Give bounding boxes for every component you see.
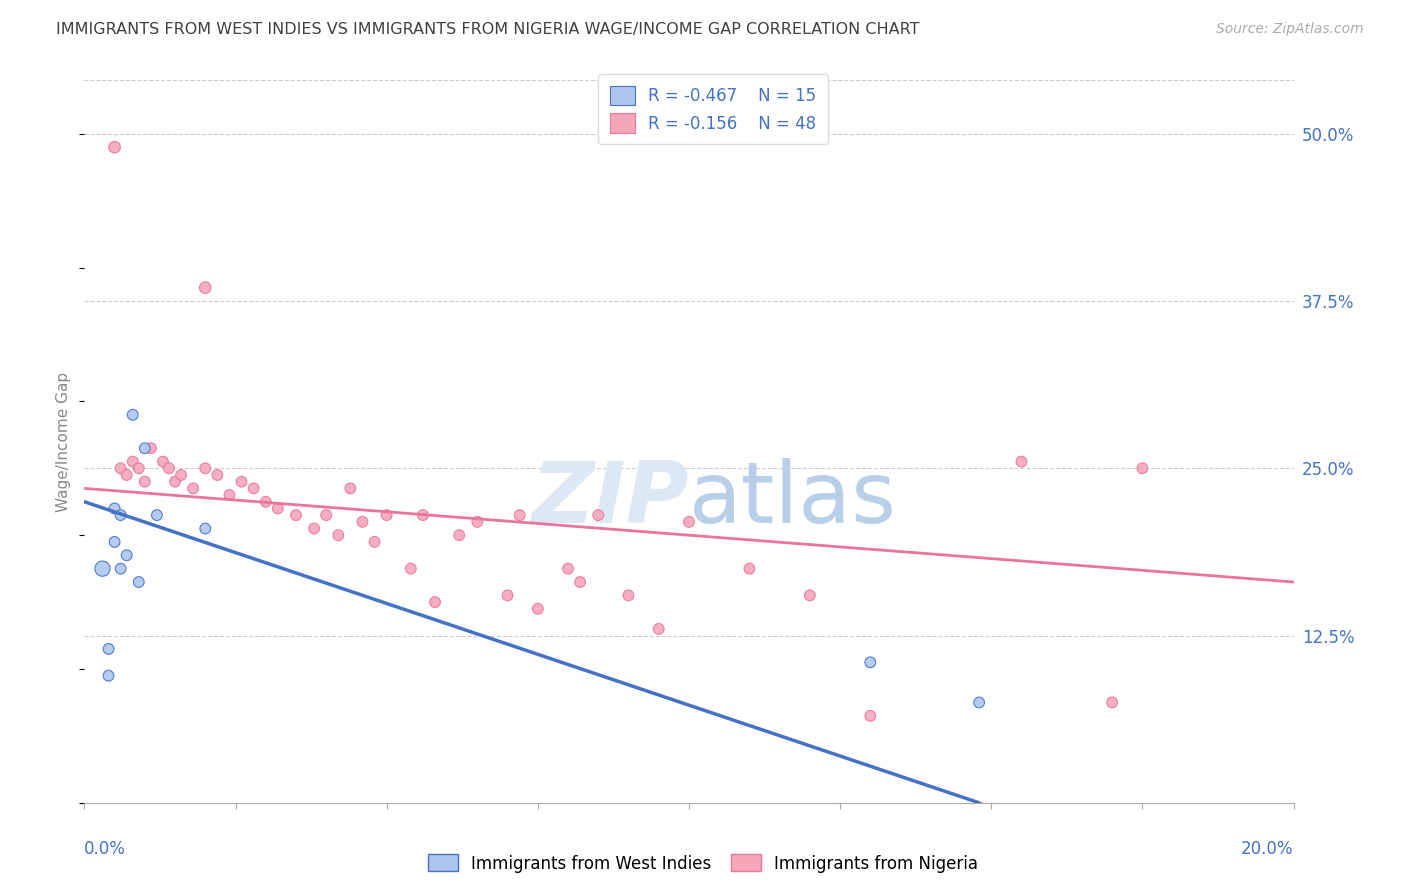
Point bbox=[302, 521, 325, 535]
Point bbox=[181, 482, 204, 496]
Point bbox=[423, 595, 446, 609]
Point bbox=[97, 669, 120, 683]
Point bbox=[799, 589, 821, 603]
Point bbox=[557, 562, 579, 576]
Point bbox=[509, 508, 531, 523]
Point bbox=[267, 501, 290, 516]
Point bbox=[738, 562, 761, 576]
Point bbox=[134, 442, 156, 455]
Point bbox=[363, 534, 385, 549]
Point bbox=[104, 501, 127, 516]
Point bbox=[254, 494, 277, 508]
Point bbox=[194, 461, 217, 475]
Point bbox=[412, 508, 434, 523]
Point bbox=[146, 508, 169, 523]
Point bbox=[110, 508, 132, 523]
Point bbox=[194, 521, 217, 535]
Point bbox=[352, 515, 374, 529]
Point bbox=[678, 515, 700, 529]
Point bbox=[207, 467, 229, 482]
Point bbox=[218, 488, 240, 502]
Text: IMMIGRANTS FROM WEST INDIES VS IMMIGRANTS FROM NIGERIA WAGE/INCOME GAP CORRELATI: IMMIGRANTS FROM WEST INDIES VS IMMIGRANT… bbox=[56, 22, 920, 37]
Point bbox=[97, 642, 120, 657]
Point bbox=[569, 575, 592, 590]
Text: 0.0%: 0.0% bbox=[84, 840, 127, 858]
Point bbox=[165, 475, 187, 489]
Point bbox=[399, 562, 422, 576]
Point bbox=[1130, 461, 1153, 475]
Y-axis label: Wage/Income Gap: Wage/Income Gap bbox=[56, 371, 72, 512]
Point bbox=[194, 281, 217, 295]
Point bbox=[527, 602, 550, 616]
Point bbox=[588, 508, 610, 523]
Point bbox=[648, 622, 671, 636]
Legend: Immigrants from West Indies, Immigrants from Nigeria: Immigrants from West Indies, Immigrants … bbox=[420, 847, 986, 880]
Point bbox=[859, 655, 882, 669]
Point bbox=[859, 708, 882, 723]
Point bbox=[1011, 455, 1033, 469]
Point bbox=[110, 461, 132, 475]
Point bbox=[375, 508, 398, 523]
Point bbox=[170, 467, 193, 482]
Point bbox=[121, 408, 143, 422]
Text: Source: ZipAtlas.com: Source: ZipAtlas.com bbox=[1216, 22, 1364, 37]
Point bbox=[967, 696, 990, 710]
Point bbox=[121, 455, 143, 469]
Point bbox=[115, 548, 138, 563]
Point bbox=[104, 140, 127, 154]
Point bbox=[285, 508, 308, 523]
Point bbox=[152, 455, 174, 469]
Point bbox=[104, 534, 127, 549]
Point bbox=[115, 467, 138, 482]
Text: 20.0%: 20.0% bbox=[1241, 840, 1294, 858]
Point bbox=[128, 575, 150, 590]
Point bbox=[128, 461, 150, 475]
Point bbox=[496, 589, 519, 603]
Point bbox=[91, 562, 114, 576]
Point bbox=[134, 475, 156, 489]
Point bbox=[328, 528, 350, 542]
Text: ZIP: ZIP bbox=[531, 458, 689, 541]
Text: atlas: atlas bbox=[689, 458, 897, 541]
Point bbox=[231, 475, 253, 489]
Point bbox=[467, 515, 489, 529]
Point bbox=[449, 528, 471, 542]
Point bbox=[110, 562, 132, 576]
Point bbox=[617, 589, 640, 603]
Point bbox=[242, 482, 264, 496]
Point bbox=[139, 442, 162, 455]
Point bbox=[315, 508, 337, 523]
Point bbox=[157, 461, 180, 475]
Legend: R = -0.467    N = 15, R = -0.156    N = 48: R = -0.467 N = 15, R = -0.156 N = 48 bbox=[598, 74, 828, 145]
Point bbox=[1101, 696, 1123, 710]
Point bbox=[339, 482, 361, 496]
